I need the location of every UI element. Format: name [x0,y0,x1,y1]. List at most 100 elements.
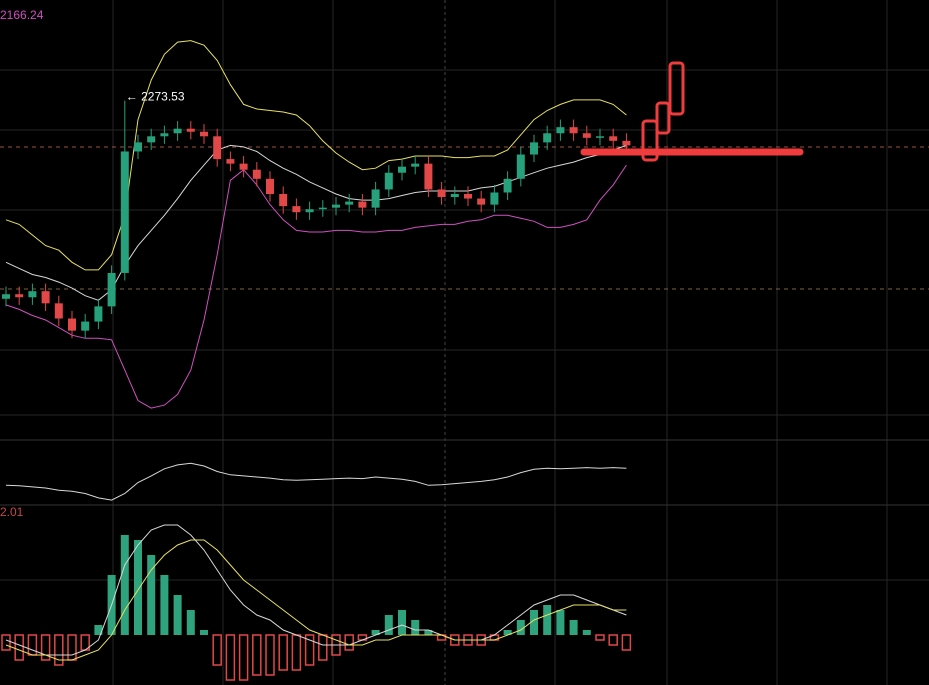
macd-bar [371,630,380,635]
macd-bar [543,605,552,635]
candle-body [411,163,420,167]
macd-bar [27,634,38,656]
macd-bar [530,610,538,635]
macd-bar [556,610,565,635]
line [5,164,627,409]
candle-body [398,166,406,173]
macd-bar [173,595,182,635]
candle-body [147,136,156,143]
macd-bar [411,620,420,635]
candle-body [120,151,129,273]
macd-bar [67,634,77,661]
macd-bar [1,634,11,651]
candle-body [41,291,50,304]
candle-body [54,303,63,319]
macd-bar [54,634,64,666]
macd-bar [398,610,406,635]
candle-body [213,136,222,160]
macd-bar [278,634,288,671]
candle-body [252,169,261,179]
candle-body [371,189,380,208]
macd-bar [265,634,275,676]
candle-body [318,207,327,210]
candle-body [28,291,37,298]
macd-bar [304,634,315,666]
macd-bar [160,575,169,635]
candle-body [503,178,512,193]
candle-body [569,127,578,134]
candle-body [464,194,472,199]
macd-bar [318,634,328,661]
candle-body [107,272,116,307]
macd-bar [569,620,578,635]
candle-body [384,172,393,190]
candle-body [424,163,433,190]
line [5,462,627,501]
macd-bar [344,634,354,651]
macd-bar [291,634,302,671]
macd-bar [14,634,24,661]
candle-body [239,163,248,170]
candle-body [450,194,459,198]
candle-body [15,294,24,298]
macd-bar [582,630,591,635]
plot [1,40,632,681]
macd-label: 2.01 [0,505,24,519]
candle-body [556,127,565,134]
macd-bar [212,634,222,666]
line [5,40,627,271]
candle-body [622,140,631,146]
line [5,524,627,656]
candle-body [305,209,314,213]
line [5,144,627,301]
macd-bar [120,535,129,635]
candle-body [345,201,354,205]
candle-body [266,178,274,194]
candle-body [437,189,446,198]
macd-bar [595,634,605,641]
candle-body [173,128,182,134]
candle-body [358,201,367,208]
macd-bar [186,610,195,635]
candle-body [226,159,235,164]
macd-bar [621,634,632,651]
candle-body [516,154,525,179]
candle-body [490,192,499,205]
candle-body [477,198,486,205]
candle-body [68,318,76,331]
macd-bar [503,630,512,635]
macd-bar [94,625,103,635]
candle-body [543,133,552,143]
hand-drawing [580,61,804,162]
macd-bar [40,634,51,661]
candle-body [200,131,208,137]
drawn-box [655,101,671,135]
candle-body [2,294,10,299]
macd-bar [238,634,249,681]
candle-body [81,321,90,331]
candle-body [582,133,591,138]
macd-bar [608,634,618,646]
candle-body [94,306,103,322]
indicator-label: 2166.24 [0,8,44,22]
macd-bar [424,630,433,635]
macd-bar [225,634,236,681]
line [5,539,627,661]
macd-bar [147,555,156,635]
macd-bar [516,620,525,635]
candle-body [609,136,618,141]
candle-body [186,128,195,132]
candle-body [530,142,538,155]
macd-bar [252,634,262,676]
candle-body [292,206,301,213]
candle-body [596,136,604,138]
candle-body [134,142,142,152]
macd-bar [200,630,208,635]
macd-bar [384,615,393,635]
annotation: ← 2273.53 [126,90,185,104]
candle-body [279,194,288,207]
candle-body [332,204,340,208]
macd-bar [134,540,142,635]
